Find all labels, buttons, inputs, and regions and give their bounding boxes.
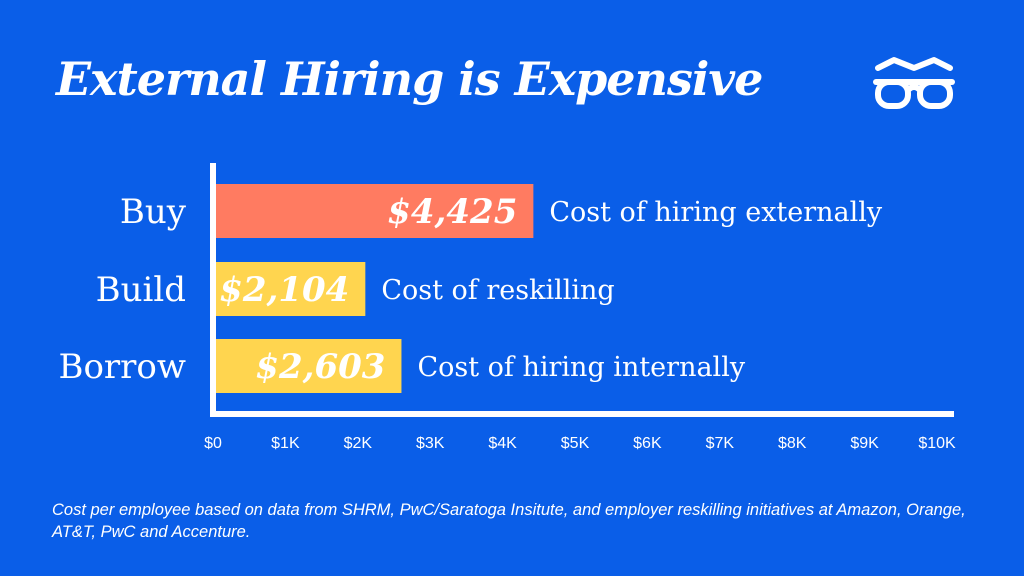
category-label-buy: Buy <box>120 192 187 232</box>
category-label-build: Build <box>96 270 186 310</box>
x-tick-label: $6K <box>633 435 662 452</box>
x-tick-label: $7K <box>706 435 735 452</box>
description-label-buy: Cost of hiring externally <box>549 197 883 228</box>
category-label-borrow: Borrow <box>58 347 186 387</box>
glasses-icon <box>873 57 955 109</box>
page-title: External Hiring is Expensive <box>56 52 763 106</box>
value-label-build: $2,104 <box>219 270 349 310</box>
value-label-buy: $4,425 <box>387 192 517 232</box>
x-tick-label: $0 <box>204 435 222 452</box>
x-tick-label: $4K <box>488 435 517 452</box>
description-label-build: Cost of reskilling <box>381 275 614 306</box>
bar-build <box>213 262 366 316</box>
value-label-borrow: $2,603 <box>255 347 385 387</box>
x-tick-label: $10K <box>918 435 956 452</box>
x-tick-label: $3K <box>416 435 445 452</box>
bar-borrow <box>213 339 402 393</box>
x-tick-label: $1K <box>271 435 300 452</box>
description-label-borrow: Cost of hiring internally <box>417 352 745 383</box>
x-tick-label: $5K <box>561 435 590 452</box>
x-tick-label: $2K <box>344 435 373 452</box>
bar-buy <box>213 184 534 238</box>
x-tick-label: $8K <box>778 435 807 452</box>
footnote: Cost per employee based on data from SHR… <box>52 501 966 541</box>
x-tick-label: $9K <box>850 435 879 452</box>
